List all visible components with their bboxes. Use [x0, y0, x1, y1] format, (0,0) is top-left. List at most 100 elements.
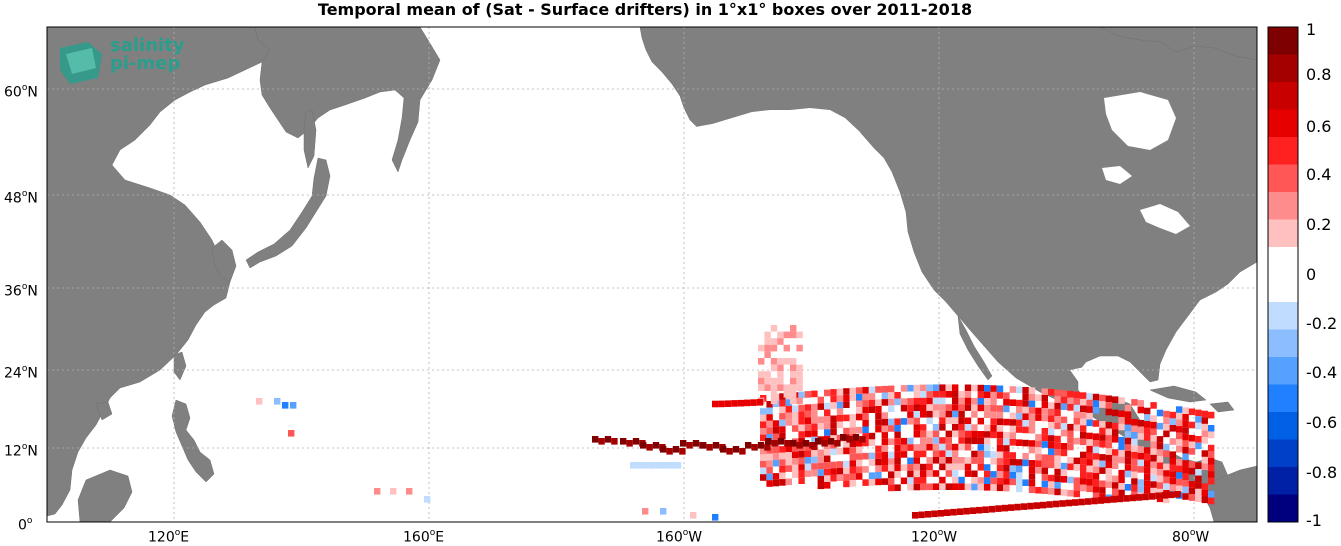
colorbar-segment [1268, 467, 1298, 495]
data-cell [1080, 431, 1087, 439]
data-cell [996, 477, 1004, 485]
data-cell [977, 417, 984, 425]
data-cell [642, 462, 650, 469]
data-cell [785, 399, 792, 406]
data-cell [1099, 493, 1106, 501]
data-cell [1092, 479, 1100, 487]
data-cell [1176, 485, 1183, 493]
data-cell [875, 399, 882, 406]
data-cell [779, 452, 786, 460]
data-cell [952, 483, 959, 490]
data-cell [798, 424, 805, 432]
data-cell [1060, 469, 1068, 476]
data-cell [1028, 466, 1036, 474]
data-cell [646, 444, 653, 451]
data-cell [1092, 466, 1100, 473]
data-cell [1054, 435, 1061, 443]
data-cell [856, 426, 863, 434]
data-cell [836, 461, 844, 468]
data-cell [1009, 412, 1016, 420]
data-cell [945, 470, 952, 477]
data-cell [1156, 482, 1164, 489]
colorbar-tick-label: 1 [1306, 20, 1317, 39]
data-cell [995, 505, 1002, 512]
data-cell [1003, 465, 1010, 472]
data-cell [944, 509, 951, 516]
colorbar-segment [1268, 302, 1298, 330]
data-cell [1201, 463, 1208, 471]
data-cell [913, 470, 920, 478]
data-cell [1067, 430, 1074, 438]
data-cell [977, 431, 984, 438]
data-cell [907, 384, 914, 392]
data-cell [907, 404, 914, 412]
data-cell [939, 450, 946, 457]
data-cell [1009, 452, 1016, 459]
data-cell [1028, 460, 1036, 467]
data-cell [990, 477, 997, 485]
data-cell [843, 480, 850, 488]
data-cell [604, 436, 612, 443]
data-cell [1086, 452, 1093, 460]
data-cell [939, 384, 946, 391]
data-cell [630, 462, 637, 469]
data-cell [862, 439, 869, 447]
data-cell [1060, 476, 1068, 483]
data-cell [1150, 454, 1157, 462]
data-cell [907, 470, 914, 478]
colorbar-tick-label: -0.8 [1306, 463, 1338, 482]
data-cell [770, 364, 778, 372]
data-cell [1041, 428, 1048, 435]
data-cell [1182, 440, 1189, 447]
data-cell [766, 473, 773, 481]
data-cell [771, 440, 778, 447]
data-cell [990, 418, 997, 425]
data-cell [836, 408, 844, 415]
data-cell [796, 384, 803, 391]
data-cell [1176, 426, 1183, 433]
data-cell [1078, 498, 1085, 506]
data-cell [1099, 467, 1106, 474]
data-cell [1035, 394, 1042, 402]
data-cell [772, 420, 780, 427]
data-cell [1195, 409, 1202, 417]
data-cell [1208, 411, 1215, 419]
data-cell [770, 384, 778, 391]
data-cell [626, 440, 633, 447]
data-cell [1105, 408, 1112, 416]
colorbar-tick-label: -0.6 [1306, 413, 1338, 432]
data-cell [766, 427, 773, 434]
data-cell [1092, 420, 1100, 427]
data-cell [760, 428, 767, 435]
sakhalin-land [303, 109, 317, 169]
data-cell [1041, 480, 1048, 488]
data-cell [1016, 459, 1023, 466]
data-cell [907, 411, 914, 418]
salinity-pi-mep-logo: salinity pi-mep [58, 36, 198, 88]
colorbar-segment [1268, 357, 1298, 385]
data-cell [1182, 466, 1189, 474]
data-cell [1163, 470, 1170, 477]
data-cell [1118, 483, 1125, 490]
data-cell [1048, 415, 1055, 422]
data-cell [779, 459, 786, 466]
data-cell [772, 453, 780, 460]
data-cell [790, 331, 797, 339]
data-cell [977, 384, 984, 392]
data-cell [824, 402, 831, 410]
data-cell [779, 393, 786, 400]
data-cell [881, 465, 888, 472]
data-cell [1208, 444, 1215, 452]
data-cell [1169, 464, 1176, 472]
data-cell [1176, 459, 1183, 466]
data-cell [888, 398, 895, 406]
data-cell [945, 443, 952, 451]
data-cell [779, 399, 786, 407]
data-cell [692, 440, 700, 447]
data-cell [1054, 409, 1061, 416]
data-cell [1054, 422, 1061, 430]
data-cell [792, 425, 799, 432]
data-cell [1208, 451, 1215, 458]
data-cell [1022, 387, 1029, 394]
data-cell [952, 384, 959, 391]
